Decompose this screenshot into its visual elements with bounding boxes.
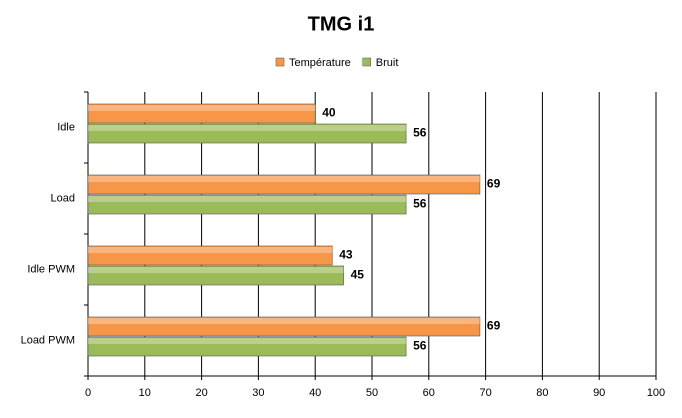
x-tick-label: 90	[593, 387, 605, 399]
legend-swatch	[362, 57, 372, 67]
x-tick-label: 10	[139, 387, 151, 399]
legend-label: Température	[289, 57, 351, 69]
bar-highlight	[88, 125, 407, 131]
x-tick-label: 50	[366, 387, 378, 399]
y-tick-label: Idle PWM	[27, 263, 75, 275]
y-tick-label: Idle	[57, 121, 75, 133]
x-tick-label: 40	[309, 387, 321, 399]
x-tick-label: 20	[195, 387, 207, 399]
bar-highlight	[88, 196, 407, 202]
value-label: 56	[413, 197, 427, 211]
bar	[87, 123, 407, 144]
bar	[87, 174, 481, 195]
y-tick-label: Load PWM	[21, 334, 75, 346]
value-label: 43	[339, 248, 353, 262]
value-label: 45	[351, 268, 365, 282]
bar-highlight	[88, 267, 344, 273]
bar	[87, 316, 481, 337]
x-tick-label: 100	[647, 387, 665, 399]
bar	[87, 103, 316, 124]
x-tick-label: 60	[423, 387, 435, 399]
bar-highlight	[88, 338, 407, 344]
value-label: 56	[413, 339, 427, 353]
chart-title: TMG i1	[308, 13, 375, 35]
x-tick-label: 70	[479, 387, 491, 399]
bar-highlight	[88, 105, 316, 111]
bar	[87, 336, 407, 357]
bar	[87, 265, 344, 286]
value-label: 40	[322, 106, 336, 120]
x-tick-label: 80	[536, 387, 548, 399]
value-label: 56	[413, 126, 427, 140]
value-label: 69	[487, 319, 501, 333]
x-tick-label: 0	[85, 387, 91, 399]
bar	[87, 245, 333, 266]
bar-highlight	[88, 318, 480, 324]
bar-highlight	[88, 176, 480, 182]
bar-highlight	[88, 247, 333, 253]
bar	[87, 194, 407, 215]
legend-label: Bruit	[376, 57, 399, 69]
value-label: 69	[487, 177, 501, 191]
y-tick-label: Load	[51, 192, 75, 204]
x-tick-label: 30	[252, 387, 264, 399]
legend-swatch	[275, 57, 285, 67]
